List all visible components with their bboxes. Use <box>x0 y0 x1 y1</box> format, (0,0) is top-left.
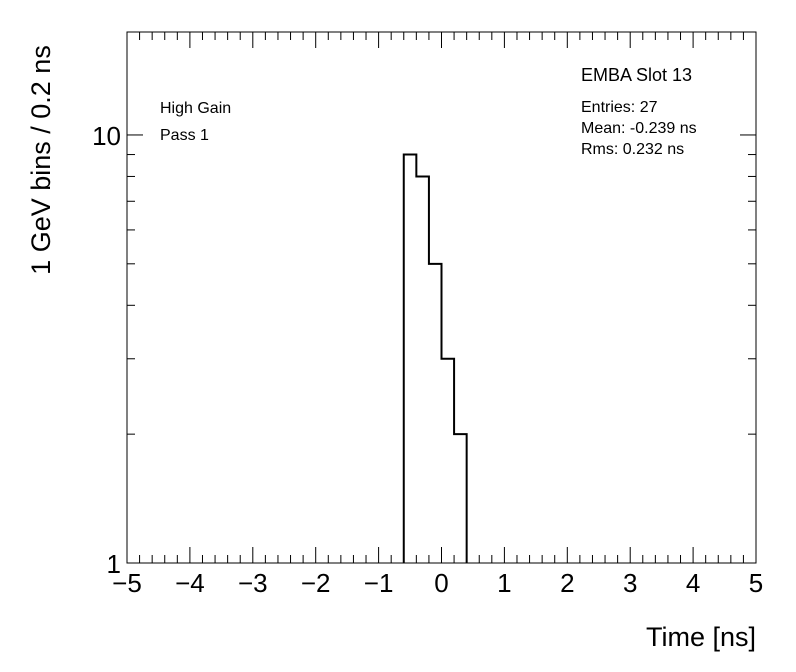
x-tick-label: 2 <box>560 568 574 598</box>
y-axis-label: 1 GeV bins / 0.2 ns <box>26 45 56 275</box>
histogram-bin <box>429 264 442 563</box>
y-tick-labels: 1 10 <box>92 121 121 579</box>
x-tick-label: −3 <box>238 568 268 598</box>
stats-mean: Mean: -0.239 ns <box>581 120 697 137</box>
x-tick-label: −1 <box>364 568 394 598</box>
plot-title: EMBA Slot 13 <box>581 65 692 85</box>
x-tick-label: −5 <box>112 568 142 598</box>
x-tick-label: 3 <box>623 568 637 598</box>
x-tick-label: −2 <box>301 568 331 598</box>
stats-entries: Entries: 27 <box>581 99 658 116</box>
x-tick-label: 0 <box>434 568 448 598</box>
histogram-line <box>402 153 468 563</box>
stats-rms: Rms: 0.232 ns <box>581 141 684 158</box>
y-tick-label: 1 <box>107 549 121 579</box>
histogram-bin <box>442 359 455 563</box>
histogram-bin <box>454 434 467 563</box>
x-tick-label: 4 <box>686 568 700 598</box>
histogram-bin <box>404 155 417 563</box>
axis-ticks <box>126 32 757 564</box>
y-tick-label: 10 <box>92 121 121 151</box>
x-tick-label: 1 <box>497 568 511 598</box>
x-axis-label: Time [ns] <box>646 622 756 652</box>
gain-label: High Gain <box>160 100 231 117</box>
histogram-bin <box>416 176 429 563</box>
x-tick-label: 5 <box>749 568 763 598</box>
x-tick-label: −4 <box>175 568 205 598</box>
pass-label: Pass 1 <box>160 127 209 144</box>
x-tick-labels: −5 −4 −3 −2 −1 0 1 2 3 4 5 <box>112 568 763 598</box>
